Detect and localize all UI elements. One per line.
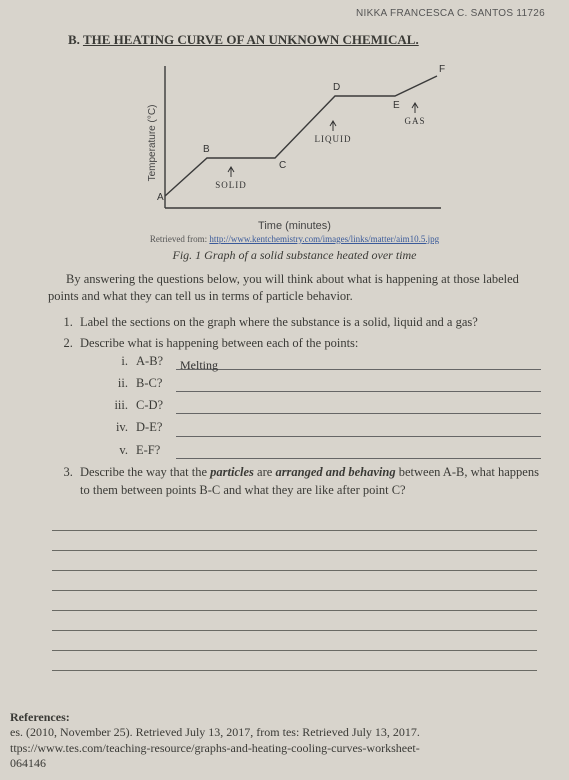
blank-cd[interactable]	[176, 400, 541, 414]
answer-line[interactable]	[52, 531, 537, 551]
blank-de[interactable]	[176, 423, 541, 437]
section-title: B. THE HEATING CURVE OF AN UNKNOWN CHEMI…	[48, 32, 541, 48]
sub-ii: ii. B-C?	[106, 374, 541, 392]
question-1: Label the sections on the graph where th…	[76, 313, 541, 331]
retrieved-line: Retrieved from: http://www.kentchemistry…	[145, 234, 445, 244]
answer-lines[interactable]	[52, 511, 537, 671]
roman-iv: iv.	[106, 418, 136, 436]
label-ab: A-B?	[136, 352, 174, 370]
svg-text:GAS: GAS	[404, 116, 425, 126]
q3-part-c: are	[254, 465, 276, 479]
answer-line[interactable]	[52, 591, 537, 611]
sub-v: v. E-F?	[106, 441, 541, 459]
svg-text:Temperature (°C): Temperature (°C)	[147, 105, 158, 182]
x-axis-label: Time (minutes)	[145, 220, 445, 232]
label-bc: B-C?	[136, 374, 174, 392]
answer-line[interactable]	[52, 611, 537, 631]
roman-iii: iii.	[106, 396, 136, 414]
q3-arranged: arranged and behaving	[275, 465, 395, 479]
svg-text:SOLID: SOLID	[215, 180, 247, 190]
label-de: D-E?	[136, 418, 174, 436]
svg-text:C: C	[279, 160, 286, 171]
svg-text:A: A	[157, 192, 164, 203]
sub-i: i. A-B? Melting	[106, 352, 541, 370]
references-heading: References:	[10, 710, 541, 726]
section-title-text: THE HEATING CURVE OF AN UNKNOWN CHEMICAL…	[83, 32, 419, 47]
section-letter: B.	[68, 32, 80, 47]
blank-ef[interactable]	[176, 445, 541, 459]
references-line-3: 064146	[10, 756, 541, 772]
answer-line[interactable]	[52, 651, 537, 671]
svg-text:E: E	[393, 100, 400, 111]
svg-text:F: F	[439, 64, 445, 75]
references: References: es. (2010, November 25). Ret…	[10, 710, 541, 772]
heating-curve-chart: Temperature (°C) A B C D E F SOLID LIQUID GAS Tim…	[145, 58, 445, 263]
blank-bc[interactable]	[176, 378, 541, 392]
q3-part-a: Describe the way that the	[80, 465, 210, 479]
svg-text:D: D	[333, 82, 340, 93]
question-2: Describe what is happening between each …	[76, 334, 541, 459]
figure-caption: Fig. 1 Graph of a solid substance heated…	[145, 248, 445, 263]
q2-subitems: i. A-B? Melting ii. B-C? iii. C-D? iv. D…	[106, 352, 541, 459]
sub-iii: iii. C-D?	[106, 396, 541, 414]
answer-line[interactable]	[52, 631, 537, 651]
answer-line[interactable]	[52, 571, 537, 591]
header-meta: NIKKA FRANCESCA C. SANTOS 11726	[356, 8, 545, 19]
chart-svg: Temperature (°C) A B C D E F SOLID LIQUID GAS	[145, 58, 445, 218]
answer-ab: Melting	[176, 358, 218, 372]
questions-list: Label the sections on the graph where th…	[76, 313, 541, 499]
roman-ii: ii.	[106, 374, 136, 392]
sub-iv: iv. D-E?	[106, 418, 541, 436]
references-line-2: ttps://www.tes.com/teaching-resource/gra…	[10, 741, 541, 757]
question-3: Describe the way that the particles are …	[76, 463, 541, 499]
intro-paragraph: By answering the questions below, you wi…	[48, 271, 541, 305]
q2-text: Describe what is happening between each …	[80, 336, 358, 350]
retrieved-prefix: Retrieved from:	[150, 234, 209, 244]
q3-particles: particles	[210, 465, 254, 479]
answer-line[interactable]	[52, 551, 537, 571]
label-ef: E-F?	[136, 441, 174, 459]
roman-v: v.	[106, 441, 136, 459]
references-line-1: es. (2010, November 25). Retrieved July …	[10, 725, 541, 741]
label-cd: C-D?	[136, 396, 174, 414]
retrieved-link[interactable]: http://www.kentchemistry.com/images/link…	[209, 234, 439, 244]
svg-text:B: B	[203, 144, 210, 155]
roman-i: i.	[106, 352, 136, 370]
answer-line[interactable]	[52, 511, 537, 531]
svg-text:LIQUID: LIQUID	[314, 134, 351, 144]
blank-ab[interactable]: Melting	[176, 356, 541, 370]
